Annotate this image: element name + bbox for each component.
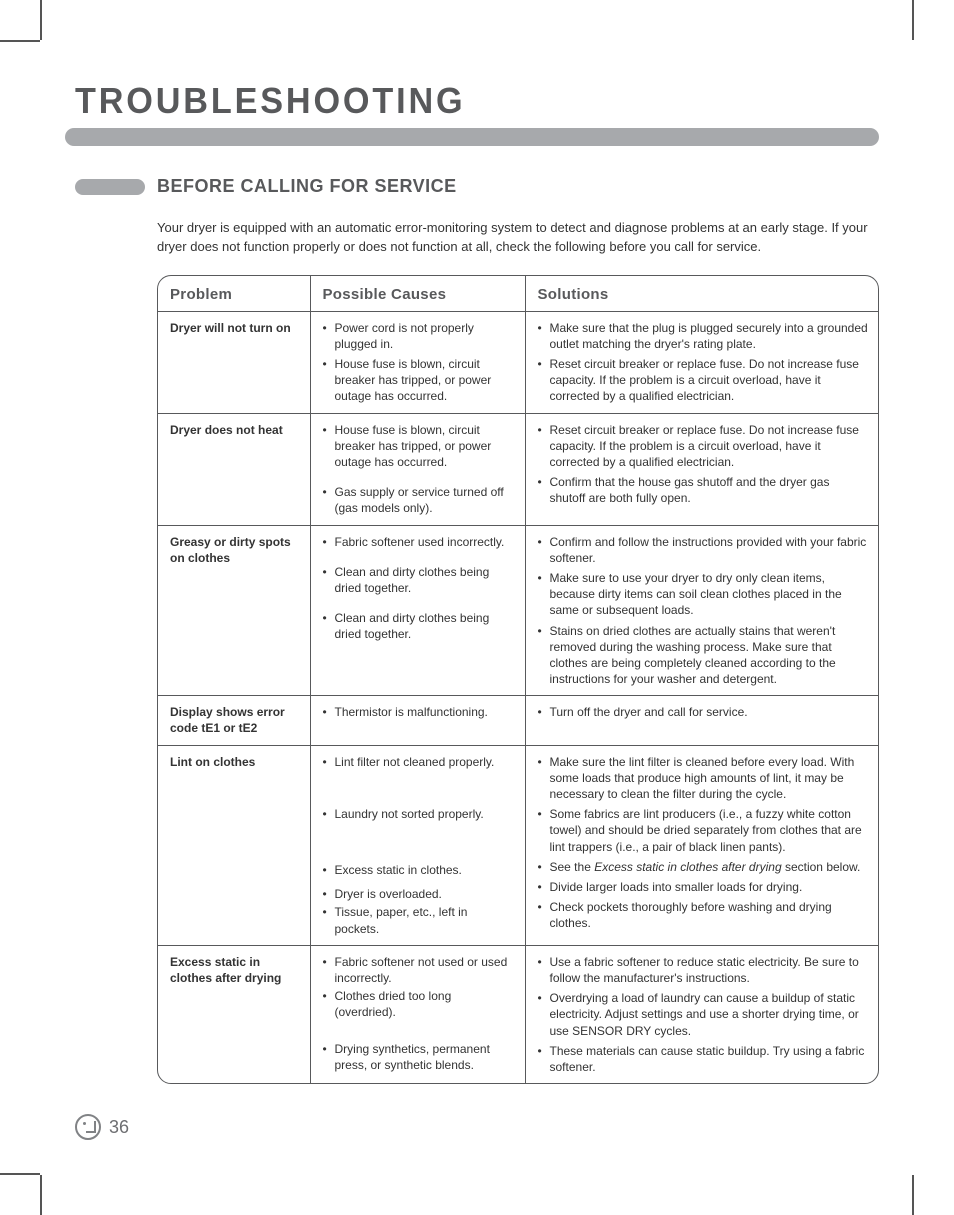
solution-item: Make sure that the plug is plugged secur… [538,320,869,352]
solution-item: These materials can cause static buildup… [538,1043,869,1075]
cause-item: Lint filter not cleaned properly. [323,754,515,770]
solutions-cell: Turn off the dryer and call for service. [525,696,878,745]
title-underline-bar [65,128,879,146]
troubleshooting-table: Problem Possible Causes Solutions Dryer … [157,275,879,1084]
causes-cell: Power cord is not properly plugged in. Ho… [310,311,525,413]
lg-logo-icon [75,1114,101,1140]
causes-cell: Lint filter not cleaned properly. Laundry… [310,745,525,945]
page-title: TROUBLESHOOTING [75,80,839,122]
cause-item: Tissue, paper, etc., left in pockets. [323,904,515,936]
problem-cell: Greasy or dirty spots on clothes [158,525,310,696]
solution-item: Make sure to use your dryer to dry only … [538,570,869,619]
solution-item: See the Excess static in clothes after d… [538,859,869,875]
cause-item: Thermistor is malfunctioning. [323,704,515,720]
page-number: 36 [109,1117,129,1138]
crop-mark [0,1173,40,1175]
causes-cell: Fabric softener not used or used incorre… [310,945,525,1083]
cause-item: House fuse is blown, circuit breaker has… [323,422,515,471]
intro-paragraph: Your dryer is equipped with an automatic… [157,219,879,257]
solutions-cell: Confirm and follow the instructions prov… [525,525,878,696]
cause-item: Clean and dirty clothes being dried toge… [323,610,515,642]
solution-item: Overdrying a load of laundry can cause a… [538,990,869,1039]
solutions-cell: Make sure the lint filter is cleaned bef… [525,745,878,945]
page-footer: 36 [75,1114,129,1140]
solution-item: Use a fabric softener to reduce static e… [538,954,869,986]
table-row: Greasy or dirty spots on clothesFabric s… [158,525,878,696]
solution-item: Check pockets thoroughly before washing … [538,899,869,931]
solutions-cell: Reset circuit breaker or replace fuse. D… [525,413,878,525]
problem-cell: Lint on clothes [158,745,310,945]
causes-cell: Thermistor is malfunctioning. [310,696,525,745]
solutions-cell: Make sure that the plug is plugged secur… [525,311,878,413]
cause-item: Excess static in clothes. [323,862,515,878]
problem-cell: Excess static in clothes after drying [158,945,310,1083]
cause-item: Laundry not sorted properly. [323,806,515,822]
solution-item: Some fabrics are lint producers (i.e., a… [538,806,869,855]
solution-item: Reset circuit breaker or replace fuse. D… [538,422,869,471]
problem-cell: Dryer will not turn on [158,311,310,413]
table-row: Excess static in clothes after drying Fab… [158,945,878,1083]
crop-mark [912,0,914,40]
solution-item: Divide larger loads into smaller loads f… [538,879,869,895]
page-content: TROUBLESHOOTING BEFORE CALLING FOR SERVI… [0,0,954,1144]
solution-item: Make sure the lint filter is cleaned bef… [538,754,869,803]
header-causes: Possible Causes [310,276,525,312]
cause-item: House fuse is blown, circuit breaker has… [323,356,515,405]
solution-item: Stains on dried clothes are actually sta… [538,623,869,688]
solution-item: Confirm and follow the instructions prov… [538,534,869,566]
crop-mark [912,1175,914,1215]
cause-item: Fabric softener used incorrectly. [323,534,515,550]
solutions-cell: Use a fabric softener to reduce static e… [525,945,878,1083]
causes-cell: House fuse is blown, circuit breaker has… [310,413,525,525]
table-row: Dryer does not heat House fuse is blown, … [158,413,878,525]
header-problem: Problem [158,276,310,312]
solution-item: Reset circuit breaker or replace fuse. D… [538,356,869,405]
cause-item: Clean and dirty clothes being dried toge… [323,564,515,596]
cause-item: Power cord is not properly plugged in. [323,320,515,352]
table-row: Dryer will not turn onPower cord is not … [158,311,878,413]
cause-item: Dryer is overloaded. [323,886,515,902]
section-pill-icon [75,179,145,195]
table-row: Display shows error code tE1 or tE2 Therm… [158,696,878,745]
causes-cell: Fabric softener used incorrectly. Clean a… [310,525,525,696]
section-heading: BEFORE CALLING FOR SERVICE [157,176,457,197]
cause-item: Drying synthetics, permanent press, or s… [323,1041,515,1073]
crop-mark [40,1175,42,1215]
cause-item: Clothes dried too long (overdried). [323,988,515,1020]
crop-mark [40,0,42,40]
content-area: Your dryer is equipped with an automatic… [157,219,879,1084]
table-header-row: Problem Possible Causes Solutions [158,276,878,312]
crop-mark [0,40,40,42]
problem-cell: Dryer does not heat [158,413,310,525]
header-solutions: Solutions [525,276,878,312]
solution-item: Confirm that the house gas shutoff and t… [538,474,869,506]
table-row: Lint on clothesLint filter not cleaned p… [158,745,878,945]
cause-item: Gas supply or service turned off (gas mo… [323,484,515,516]
section-header-row: BEFORE CALLING FOR SERVICE [75,176,879,197]
cause-item: Fabric softener not used or used incorre… [323,954,515,986]
problem-cell: Display shows error code tE1 or tE2 [158,696,310,745]
solution-item: Turn off the dryer and call for service. [538,704,869,720]
